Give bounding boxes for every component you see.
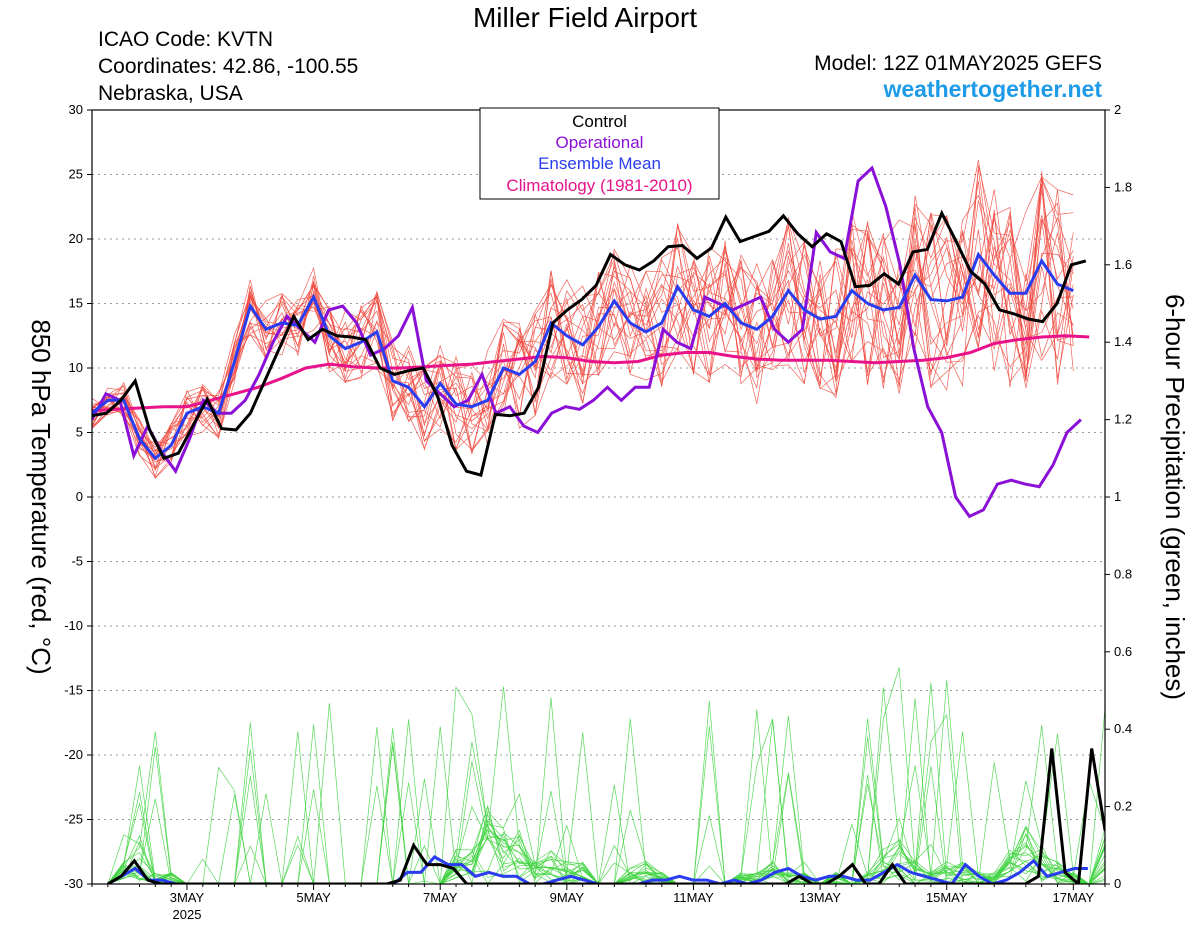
precipitation-member-line (107, 713, 1105, 884)
precipitation-member-line (107, 715, 1105, 884)
precipitation-member-line (107, 765, 1105, 884)
y-right-tick-label: 1 (1114, 489, 1121, 504)
y-right-tick-label: 1.6 (1114, 257, 1132, 272)
temperature-member-line (92, 165, 1074, 455)
ensemble-mean-precipitation-line (107, 854, 1088, 884)
y-left-tick-label: -25 (64, 812, 83, 827)
y-right-tick-label: 0 (1114, 876, 1121, 891)
y-left-tick-label: 5 (76, 425, 83, 440)
precipitation-member-line (107, 680, 1105, 884)
precipitation-member-line (107, 682, 1105, 884)
precipitation-member-line (107, 686, 1105, 884)
legend-control: Control (572, 112, 627, 131)
y-left-tick-label: -30 (64, 876, 83, 891)
y-left-tick-label: -15 (64, 683, 83, 698)
y-axis-right-title: 6-hour Precipitation (green, inches) (1160, 294, 1190, 700)
legend-operational: Operational (556, 133, 644, 152)
x-tick-label: 5MAY (296, 890, 331, 905)
y-right-tick-label: 1.8 (1114, 179, 1132, 194)
climatology-line (92, 334, 1090, 413)
y-axis-left-title: 850 hPa Temperature (red, °C) (26, 319, 56, 674)
x-tick-label: 17MAY (1053, 890, 1095, 905)
x-tick-label: 9MAY (550, 890, 585, 905)
legend-climatology: Climatology (1981-2010) (506, 176, 692, 195)
icao-code: ICAO Code: KVTN (98, 28, 274, 51)
legend-ensemble-mean: Ensemble Mean (538, 154, 661, 173)
y-right-tick-label: 0.4 (1114, 721, 1132, 736)
precipitation-member-line (107, 724, 1105, 884)
temperature-member-line (92, 159, 1074, 472)
x-tick-label: 3MAY (170, 890, 205, 905)
precipitation-member-line (107, 667, 1105, 884)
y-right-tick-label: 2 (1114, 102, 1121, 117)
temperature-member-line (92, 168, 1074, 459)
y-right-tick-label: 0.2 (1114, 799, 1132, 814)
temperature-member-line (92, 189, 1074, 460)
y-right-tick-label: 0.6 (1114, 644, 1132, 659)
precipitation-member-line (107, 720, 1105, 884)
region-label: Nebraska, USA (98, 82, 243, 105)
y-right-tick-label: 1.4 (1114, 334, 1132, 349)
chart-title: Miller Field Airport (472, 2, 698, 33)
y-left-tick-label: 0 (76, 489, 83, 504)
control-temperature-line (92, 209, 1087, 477)
legend: Control Operational Ensemble Mean Climat… (479, 107, 720, 200)
precipitation-member-line (107, 697, 1105, 884)
y-left-tick-label: 10 (69, 360, 83, 375)
y-left-tick-label: -10 (64, 618, 83, 633)
coordinates: Coordinates: 42.86, -100.55 (98, 55, 359, 78)
y-right-tick-label: 0.8 (1114, 566, 1132, 581)
temperature-member-line (92, 189, 1074, 469)
operational-temperature-line (92, 165, 1082, 519)
y-left-tick-label: 30 (69, 102, 83, 117)
website-link[interactable]: weathertogether.net (883, 76, 1102, 102)
y-left-tick-label: -20 (64, 747, 83, 762)
x-tick-label: 11MAY (673, 890, 714, 905)
grid-lines (92, 174, 1105, 820)
x-tick-label: 13MAY (799, 890, 841, 905)
precipitation-member-line (107, 766, 1105, 884)
precipitation-member-line (107, 718, 1105, 884)
model-label: Model: 12Z 01MAY2025 GEFS (814, 52, 1102, 75)
temperature-member-line (92, 171, 1074, 478)
y-left-tick-label: -5 (71, 554, 83, 569)
precipitation-member-line (107, 718, 1105, 884)
x-tick-label: 7MAY (423, 890, 458, 905)
precipitation-member-line (107, 686, 1105, 884)
main-series (92, 165, 1105, 884)
legend-box (479, 107, 720, 200)
temperature-member-line (92, 215, 1074, 456)
precipitation-member-line (107, 733, 1105, 884)
axes: 302520151050-5-10-15-20-25-3021.81.61.41… (64, 102, 1132, 922)
y-left-tick-label: 20 (69, 231, 83, 246)
x-tick-label: 15MAY (926, 890, 968, 905)
temperature-member-line (92, 206, 1074, 469)
precipitation-member-line (107, 703, 1105, 884)
y-left-tick-label: 15 (69, 296, 83, 311)
x-tick-year: 2025 (173, 907, 202, 922)
ensemble-members (92, 159, 1105, 884)
y-left-tick-label: 25 (69, 167, 83, 182)
y-right-tick-label: 1.2 (1114, 412, 1132, 427)
ensemble-mean-temperature-line (92, 251, 1074, 461)
